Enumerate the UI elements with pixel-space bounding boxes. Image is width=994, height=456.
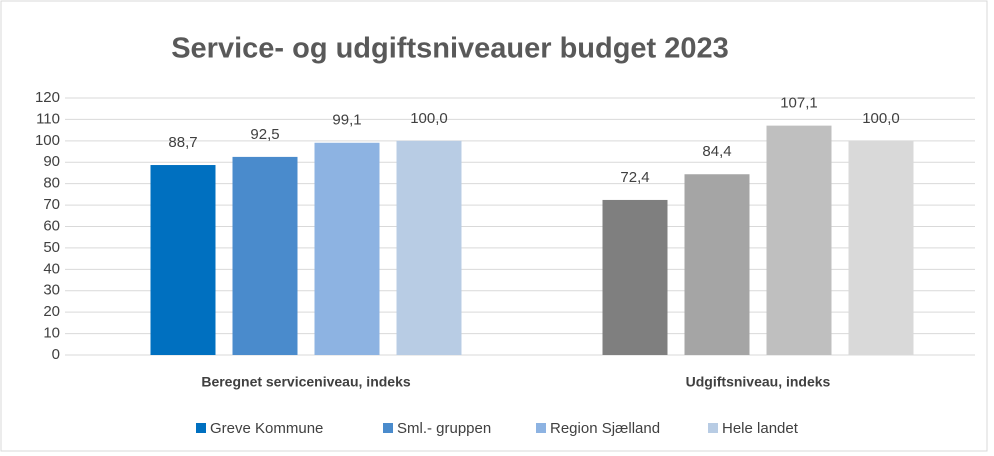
bar	[766, 125, 832, 355]
data-label: 107,1	[780, 95, 818, 112]
x-tick-label: Beregnet serviceniveau, indeks	[201, 374, 411, 390]
bar	[848, 140, 914, 355]
y-tick-label: 120	[35, 89, 60, 106]
y-tick-label: 40	[43, 260, 60, 277]
bar	[314, 142, 380, 355]
bar	[150, 165, 216, 355]
data-label: 84,4	[702, 143, 731, 160]
data-label: 88,7	[168, 134, 197, 151]
y-tick-label: 70	[43, 196, 60, 213]
bar	[396, 140, 462, 355]
y-tick-label: 20	[43, 303, 60, 320]
data-label: 100,0	[862, 110, 900, 127]
data-label: 99,1	[332, 112, 361, 129]
y-tick-label: 100	[35, 132, 60, 149]
y-tick-label: 110	[36, 110, 60, 127]
y-tick-label: 60	[43, 217, 60, 234]
data-label: 72,4	[620, 169, 649, 186]
y-tick-label: 10	[43, 325, 60, 342]
bar	[232, 156, 298, 355]
legend-swatch	[708, 423, 718, 433]
y-tick-label: 30	[43, 282, 60, 299]
legend-label: Sml.- gruppen	[397, 420, 491, 437]
y-tick-label: 0	[52, 346, 60, 363]
legend-label: Hele landet	[722, 420, 799, 437]
legend-swatch	[536, 423, 546, 433]
data-label: 100,0	[410, 110, 448, 127]
y-tick-label: 80	[43, 175, 60, 192]
legend-label: Greve Kommune	[210, 420, 323, 437]
chart-title: Service- og udgiftsniveauer budget 2023	[171, 33, 729, 65]
y-tick-label: 50	[43, 239, 60, 256]
legend-swatch	[196, 423, 206, 433]
bar	[684, 174, 750, 355]
y-tick-label: 90	[43, 153, 60, 170]
bar	[602, 199, 668, 355]
legend-swatch	[383, 423, 393, 433]
x-tick-label: Udgiftsniveau, indeks	[686, 374, 831, 390]
legend-label: Region Sjælland	[550, 420, 660, 437]
data-label: 92,5	[250, 126, 279, 143]
